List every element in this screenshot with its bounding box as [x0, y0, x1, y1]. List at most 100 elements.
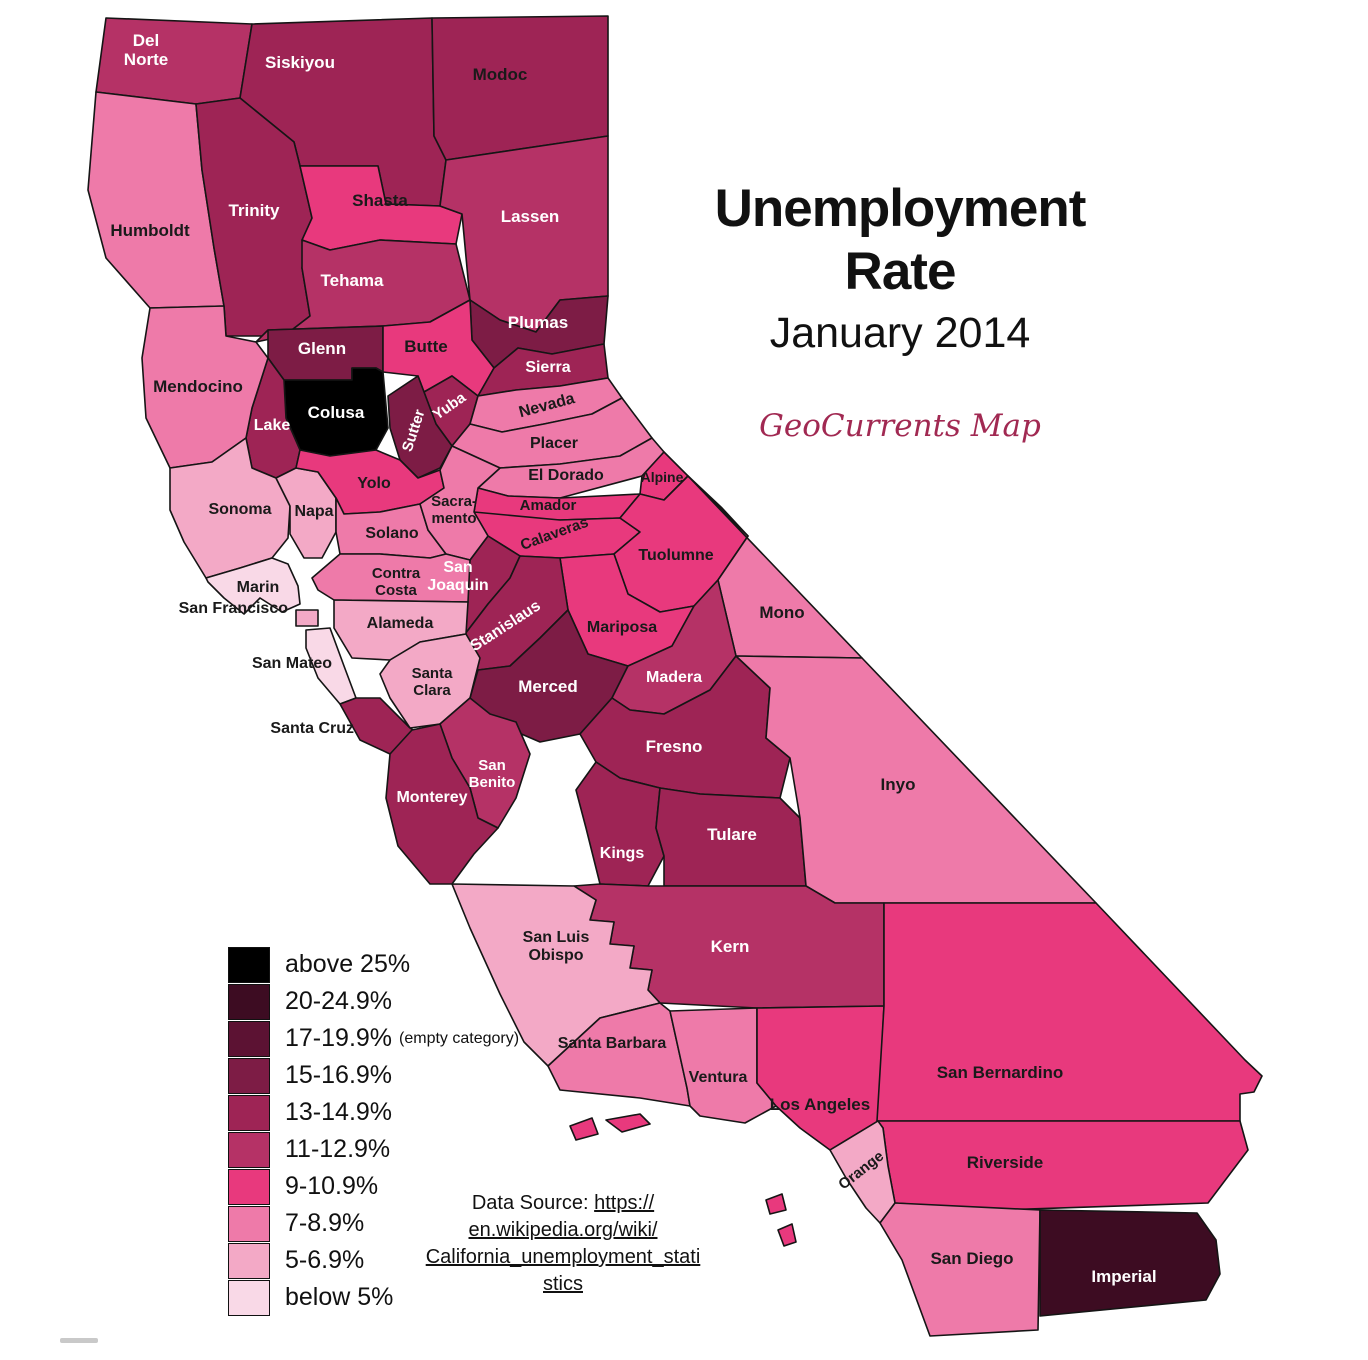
- legend-label: 15-16.9%: [285, 1061, 393, 1089]
- legend-item: below 5%: [228, 1279, 519, 1316]
- county-modoc: [431, 15, 609, 161]
- legend-swatch: [228, 983, 270, 1020]
- county-label-mono: Mono: [759, 603, 804, 622]
- county-label-kings: Kings: [600, 845, 645, 862]
- county-kings: [575, 761, 665, 887]
- county-label-colusa: Colusa: [308, 403, 365, 422]
- county-label-san_diego: San Diego: [930, 1249, 1013, 1268]
- legend-item: 11-12.9%: [228, 1131, 519, 1168]
- county-label-santa_cruz: Santa Cruz: [270, 720, 354, 737]
- channel-island: [777, 1223, 797, 1247]
- county-label-del_norte: Del Norte: [124, 31, 168, 69]
- county-label-alpine: Alpine: [641, 469, 684, 485]
- county-label-alameda: Alameda: [367, 615, 434, 632]
- county-label-san_mateo: San Mateo: [252, 655, 332, 672]
- county-label-san_bernardino: San Bernardino: [937, 1063, 1064, 1082]
- county-sonoma: [169, 437, 291, 579]
- county-label-butte: Butte: [404, 337, 447, 356]
- legend-label: 7-8.9%: [285, 1209, 365, 1237]
- legend-label: above 25%: [285, 950, 411, 978]
- legend-swatch: [228, 1242, 270, 1279]
- data-source-link[interactable]: California_unemployment_stati: [425, 1246, 701, 1268]
- county-del_norte: [95, 17, 253, 105]
- county-inyo: [735, 655, 1097, 904]
- county-label-sacramento: Sacra-mento: [431, 493, 477, 527]
- legend-label: 13-14.9%: [285, 1098, 393, 1126]
- county-mendocino: [141, 305, 269, 469]
- county-riverside: [876, 1120, 1249, 1211]
- county-san_francisco: [295, 609, 319, 627]
- county-label-contra_costa: Contra Costa: [372, 565, 421, 599]
- legend-swatch: [228, 1131, 270, 1168]
- legend-swatch: [228, 1094, 270, 1131]
- county-label-plumas: Plumas: [508, 313, 568, 332]
- title-line-2: Rate: [844, 241, 957, 301]
- county-san_luis_obispo: [451, 883, 661, 1067]
- legend-item: 7-8.9%: [228, 1205, 519, 1242]
- county-label-lake: Lake: [254, 417, 291, 434]
- data-source: Data Source: https:// en.wikipedia.org/w…: [398, 1190, 728, 1298]
- county-label-modoc: Modoc: [473, 65, 528, 84]
- legend-item: 15-16.9%: [228, 1057, 519, 1094]
- data-source-link[interactable]: stics: [543, 1273, 583, 1295]
- county-label-siskiyou: Siskiyou: [265, 53, 335, 72]
- county-label-mendocino: Mendocino: [153, 377, 243, 396]
- legend-item: 20-24.9%: [228, 983, 519, 1020]
- county-label-solano: Solano: [365, 525, 419, 542]
- county-label-marin: Marin: [237, 579, 280, 596]
- county-label-san_benito: San Benito: [469, 757, 516, 791]
- legend-item: 13-14.9%: [228, 1094, 519, 1131]
- map-title: Unemployment Rate January 2014: [630, 178, 1170, 358]
- county-monterey: [385, 723, 499, 885]
- legend-item: 17-19.9% (empty category): [228, 1020, 519, 1057]
- legend-label: 5-6.9%: [285, 1246, 365, 1274]
- county-label-humboldt: Humboldt: [110, 221, 190, 240]
- county-contra_costa: [311, 553, 471, 603]
- county-label-shasta: Shasta: [352, 191, 408, 210]
- county-label-riverside: Riverside: [967, 1153, 1044, 1172]
- county-label-monterey: Monterey: [396, 789, 467, 806]
- county-label-glenn: Glenn: [298, 339, 346, 358]
- county-san_diego: [879, 1202, 1041, 1337]
- county-label-tuolumne: Tuolumne: [638, 547, 713, 564]
- county-label-san_luis_obispo: San Luis Obispo: [523, 929, 590, 964]
- horizontal-scrollbar[interactable]: [60, 1338, 98, 1343]
- county-label-lassen: Lassen: [501, 207, 560, 226]
- channel-island: [765, 1193, 787, 1215]
- legend-swatch: [228, 1205, 270, 1242]
- county-label-tulare: Tulare: [707, 825, 757, 844]
- county-label-amador: Amador: [520, 497, 577, 514]
- county-label-el_dorado: El Dorado: [528, 467, 604, 484]
- title-line-1: Unemployment: [714, 179, 1087, 238]
- data-source-link[interactable]: https://: [594, 1192, 655, 1214]
- legend-item: above 25%: [228, 946, 519, 983]
- channel-island: [605, 1113, 651, 1133]
- county-label-fresno: Fresno: [646, 737, 703, 756]
- legend-swatch: [228, 1279, 270, 1316]
- legend-swatch: [228, 946, 270, 983]
- county-label-madera: Madera: [646, 669, 702, 686]
- county-label-placer: Placer: [530, 435, 578, 452]
- title-subtitle: January 2014: [769, 309, 1031, 358]
- county-label-santa_clara: Santa Clara: [412, 665, 454, 699]
- county-label-imperial: Imperial: [1091, 1267, 1156, 1286]
- county-label-ventura: Ventura: [689, 1069, 748, 1086]
- county-label-napa: Napa: [294, 503, 333, 520]
- legend-item: 9-10.9%: [228, 1168, 519, 1205]
- county-san_bernardino: [876, 902, 1263, 1122]
- county-label-tehama: Tehama: [321, 271, 385, 290]
- county-label-san_joaquin: San Joaquin: [427, 559, 488, 594]
- county-label-yolo: Yolo: [357, 475, 391, 492]
- legend-item: 5-6.9%: [228, 1242, 519, 1279]
- legend-swatch: [228, 1057, 270, 1094]
- county-label-inyo: Inyo: [881, 775, 916, 794]
- data-source-link[interactable]: en.wikipedia.org/wiki/: [468, 1219, 658, 1241]
- legend-label: 9-10.9%: [285, 1172, 379, 1200]
- legend: above 25% 20-24.9% 17-19.9% (empty category…: [228, 946, 519, 1316]
- county-label-merced: Merced: [518, 677, 578, 696]
- county-label-kern: Kern: [711, 937, 750, 956]
- county-label-los_angeles: Los Angeles: [770, 1095, 870, 1114]
- data-source-label: Data Source:: [471, 1192, 595, 1214]
